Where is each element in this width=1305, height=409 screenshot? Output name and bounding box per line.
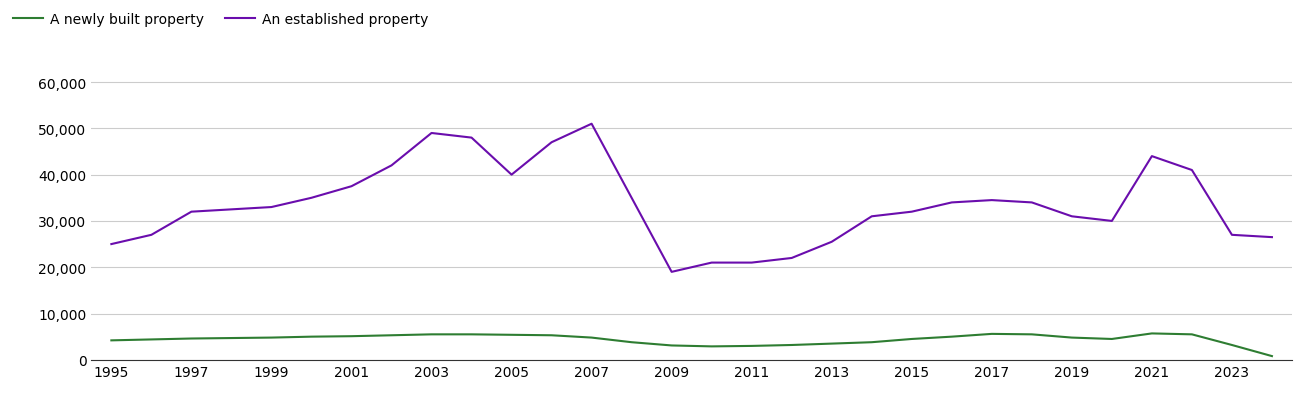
A newly built property <box>984 332 1000 337</box>
A newly built property <box>343 334 359 339</box>
A newly built property <box>264 335 279 340</box>
A newly built property <box>103 338 119 343</box>
A newly built property <box>703 344 719 349</box>
A newly built property <box>304 335 320 339</box>
An established property <box>223 207 239 212</box>
An established property <box>744 261 760 265</box>
An established property <box>784 256 800 261</box>
An established property <box>1184 168 1199 173</box>
A newly built property <box>144 337 159 342</box>
An established property <box>1224 233 1240 238</box>
An established property <box>264 205 279 210</box>
A newly built property <box>583 335 599 340</box>
A newly built property <box>504 333 519 337</box>
An established property <box>504 173 519 178</box>
An established property <box>823 240 839 245</box>
A newly built property <box>184 336 200 341</box>
A newly built property <box>784 343 800 348</box>
A newly built property <box>1024 332 1040 337</box>
A newly built property <box>424 332 440 337</box>
A newly built property <box>1184 332 1199 337</box>
An established property <box>544 140 560 145</box>
Line: A newly built property: A newly built property <box>111 334 1272 356</box>
A newly built property <box>904 337 920 342</box>
A newly built property <box>864 340 880 345</box>
An established property <box>624 196 639 201</box>
A newly built property <box>1064 335 1079 340</box>
A newly built property <box>544 333 560 338</box>
A newly built property <box>1224 343 1240 348</box>
An established property <box>384 164 399 169</box>
A newly built property <box>384 333 399 338</box>
A newly built property <box>664 343 680 348</box>
An established property <box>144 233 159 238</box>
An established property <box>343 184 359 189</box>
An established property <box>703 261 719 265</box>
An established property <box>583 122 599 127</box>
An established property <box>304 196 320 201</box>
A newly built property <box>223 336 239 341</box>
An established property <box>904 210 920 215</box>
An established property <box>424 131 440 136</box>
An established property <box>864 214 880 219</box>
A newly built property <box>1265 354 1280 359</box>
A newly built property <box>823 341 839 346</box>
An established property <box>944 200 959 205</box>
An established property <box>463 136 479 141</box>
A newly built property <box>624 340 639 345</box>
An established property <box>1265 235 1280 240</box>
An established property <box>1104 219 1120 224</box>
Legend: A newly built property, An established property: A newly built property, An established p… <box>7 7 435 32</box>
An established property <box>184 210 200 215</box>
An established property <box>103 242 119 247</box>
An established property <box>1064 214 1079 219</box>
A newly built property <box>744 344 760 348</box>
A newly built property <box>463 332 479 337</box>
An established property <box>1144 154 1160 159</box>
A newly built property <box>944 335 959 339</box>
A newly built property <box>1104 337 1120 342</box>
An established property <box>664 270 680 274</box>
An established property <box>984 198 1000 203</box>
A newly built property <box>1144 331 1160 336</box>
An established property <box>1024 200 1040 205</box>
Line: An established property: An established property <box>111 124 1272 272</box>
